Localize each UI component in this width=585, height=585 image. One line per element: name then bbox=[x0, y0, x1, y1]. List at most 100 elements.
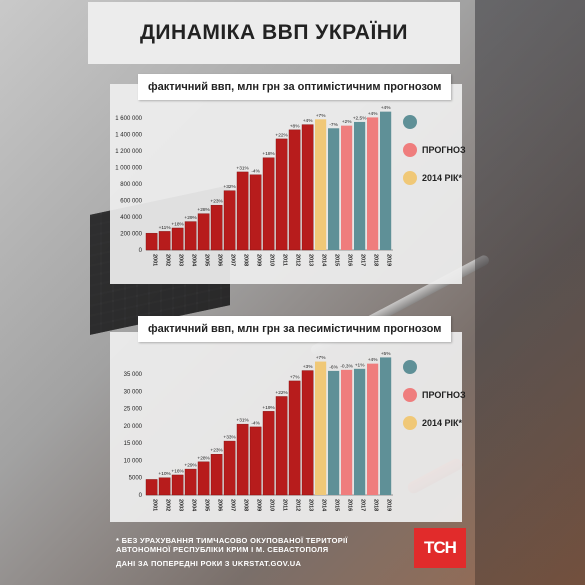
bar-2010 bbox=[262, 157, 275, 251]
x-tick-label-2004: 2004 bbox=[191, 254, 197, 267]
x-tick-label-2009: 2009 bbox=[256, 254, 262, 266]
y-tick-label: 400 000 bbox=[120, 215, 142, 221]
x-tick-label-2015: 2015 bbox=[334, 254, 340, 266]
bar-2018 bbox=[367, 117, 379, 250]
data-label-2005: +28% bbox=[197, 455, 210, 461]
title-box: ДИНАМІКА ВВП УКРАЇНИ bbox=[88, 2, 460, 64]
x-tick-label-2018: 2018 bbox=[373, 499, 379, 511]
bar-2019 bbox=[380, 111, 392, 250]
data-label-2019: +5% bbox=[381, 351, 391, 357]
bar-2003 bbox=[171, 227, 184, 251]
x-tick-label-2007: 2007 bbox=[230, 254, 236, 266]
bar-2002 bbox=[158, 231, 171, 251]
chart-optimistic: 0 200 000 400 000 600 000 800 000 1 000 000 1 … bbox=[115, 105, 466, 267]
legend-marker-1 bbox=[403, 115, 417, 129]
bar-2008 bbox=[236, 423, 249, 496]
bar-2001 bbox=[145, 479, 158, 496]
legend-marker-1 bbox=[403, 360, 417, 374]
bar-2017 bbox=[354, 121, 366, 250]
x-tick-label-2014: 2014 bbox=[321, 499, 327, 512]
bar-2017 bbox=[354, 368, 366, 495]
chart-title-optimistic: фактичний ввп, млн грн за оптимістичним … bbox=[138, 74, 452, 100]
x-tick-label-2002: 2002 bbox=[165, 499, 171, 511]
x-tick-label-2010: 2010 bbox=[269, 254, 275, 266]
bar-2012 bbox=[288, 129, 301, 251]
chart-title-pessimistic: фактичний ввп, млн грн за песимістичним … bbox=[138, 316, 452, 342]
data-label-2004: +29% bbox=[184, 463, 197, 469]
bar-2013 bbox=[301, 370, 314, 496]
background-shade bbox=[475, 0, 585, 585]
legend-label-2: ПРОГНОЗ bbox=[422, 145, 466, 155]
y-tick-label: 10 000 bbox=[124, 458, 143, 464]
tsn-logo-text: ТСН bbox=[424, 538, 457, 557]
bar-2010 bbox=[262, 411, 275, 496]
x-tick-label-2016: 2016 bbox=[347, 254, 353, 266]
x-tick-label-2013: 2013 bbox=[308, 499, 314, 511]
data-label-2011: +22% bbox=[275, 132, 288, 138]
data-label-2008: +31% bbox=[236, 165, 249, 171]
y-tick-label: 0 bbox=[139, 493, 143, 499]
y-tick-label: 15 000 bbox=[124, 441, 143, 447]
data-label-2003: +18% bbox=[171, 221, 184, 227]
x-tick-label-2017: 2017 bbox=[360, 254, 366, 266]
legend-marker-3 bbox=[403, 416, 417, 430]
data-label-2015: -6% bbox=[329, 364, 338, 370]
bar-2002 bbox=[158, 477, 171, 496]
bar-2009 bbox=[249, 174, 262, 251]
bar-2007 bbox=[223, 190, 236, 251]
data-label-2010: +18% bbox=[262, 151, 275, 157]
data-label-2009: -4% bbox=[251, 168, 260, 174]
bar-2013 bbox=[301, 124, 314, 251]
x-tick-label-2006: 2006 bbox=[217, 254, 223, 266]
y-tick-label: 1 600 000 bbox=[115, 116, 142, 122]
x-tick-label-2014: 2014 bbox=[321, 254, 327, 267]
bar-2004 bbox=[184, 468, 197, 496]
x-tick-label-2018: 2018 bbox=[373, 254, 379, 266]
x-tick-label-2019: 2019 bbox=[386, 499, 392, 511]
x-tick-label-2002: 2002 bbox=[165, 254, 171, 266]
x-tick-label-2017: 2017 bbox=[360, 499, 366, 511]
data-label-2013: +4% bbox=[303, 118, 313, 124]
legend-marker-3 bbox=[403, 171, 417, 185]
y-tick-label: 800 000 bbox=[120, 182, 142, 188]
data-label-2018: +4% bbox=[368, 111, 378, 117]
bar-2014 bbox=[315, 119, 327, 250]
data-label-2009: -4% bbox=[251, 420, 260, 426]
bar-2005 bbox=[197, 213, 210, 251]
legend-marker-2 bbox=[403, 143, 417, 157]
x-tick-label-2011: 2011 bbox=[282, 499, 288, 511]
y-tick-label: 30 000 bbox=[124, 389, 143, 395]
data-label-2013: +3% bbox=[303, 364, 313, 370]
x-tick-label-2011: 2011 bbox=[282, 254, 288, 266]
data-label-2007: +33% bbox=[223, 435, 236, 441]
footnote-line-3: ДАНІ ЗА ПОПЕРЕДНІ РОКИ З UKRSTAT.GOV.UA bbox=[116, 559, 302, 568]
data-label-2004: +29% bbox=[184, 215, 197, 221]
footnote: * БЕЗ УРАХУВАННЯ ТИМЧАСОВО ОКУПОВАНОЇ ТЕ… bbox=[116, 536, 386, 568]
x-tick-label-2006: 2006 bbox=[217, 499, 223, 511]
bar-2011 bbox=[275, 396, 288, 496]
data-label-2003: +16% bbox=[171, 468, 184, 474]
data-label-2019: +4% bbox=[381, 105, 391, 111]
y-tick-label: 600 000 bbox=[120, 199, 142, 205]
y-tick-label: 35 000 bbox=[124, 372, 143, 378]
bar-2018 bbox=[367, 363, 379, 495]
bar-2007 bbox=[223, 440, 236, 496]
data-label-2010: +19% bbox=[262, 405, 275, 411]
data-label-2011: +22% bbox=[275, 390, 288, 396]
x-tick-label-2004: 2004 bbox=[191, 499, 197, 512]
data-label-2008: +31% bbox=[236, 418, 249, 424]
x-tick-label-2008: 2008 bbox=[243, 254, 249, 266]
x-tick-label-2007: 2007 bbox=[230, 499, 236, 511]
bar-2019 bbox=[380, 357, 392, 495]
legend-marker-2 bbox=[403, 388, 417, 402]
x-tick-label-2003: 2003 bbox=[178, 254, 184, 266]
footnote-line-2: АВТОНОМНОЇ РЕСПУБЛІКИ КРИМ І М. СЕВАСТОП… bbox=[116, 545, 329, 554]
x-tick-label-2013: 2013 bbox=[308, 254, 314, 266]
bar-2009 bbox=[249, 426, 262, 496]
legend-label-3: 2014 РІК* bbox=[422, 173, 463, 183]
bar-2006 bbox=[210, 204, 223, 251]
data-label-2006: +23% bbox=[210, 448, 223, 454]
bar-2008 bbox=[236, 171, 249, 251]
x-tick-label-2005: 2005 bbox=[204, 499, 210, 511]
bar-2012 bbox=[288, 380, 301, 496]
